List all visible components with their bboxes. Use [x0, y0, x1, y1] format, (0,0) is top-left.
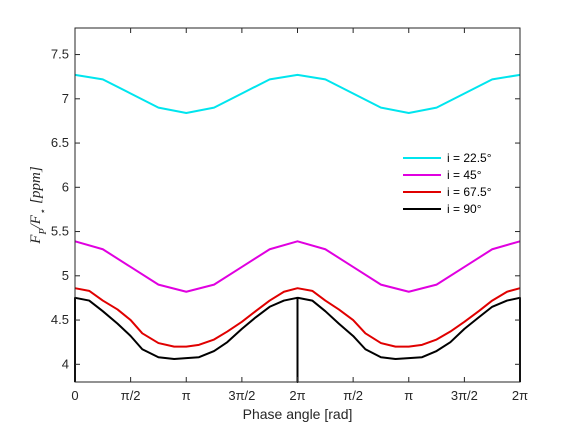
- series-line-1: [74, 240, 521, 293]
- y-tick-label: 5.5: [51, 224, 69, 239]
- x-tick-label: 2π: [289, 388, 305, 403]
- series-line-0: [74, 73, 521, 114]
- y-axis-label-slash: /F: [28, 214, 44, 229]
- y-axis-label-sub2: ⋆: [38, 209, 49, 215]
- legend-label-1: i = 45°: [447, 168, 482, 182]
- y-tick-label: 5: [62, 268, 69, 283]
- x-tick-label: 3π/2: [228, 388, 255, 403]
- legend-label-2: i = 67.5°: [447, 185, 492, 199]
- x-tick-label: π/2: [343, 388, 363, 403]
- y-tick-label: 7.5: [51, 47, 69, 62]
- ticks-layer: 0 π/2 π 3π/2 2π π/2 π 3π/2 2π 4 4.5 5 5.5 6 6.5 7 7.5: [51, 28, 528, 403]
- x-tick-label: 3π/2: [451, 388, 478, 403]
- x-tick-label: 2π: [512, 388, 528, 403]
- x-tick-label: π: [404, 388, 413, 403]
- y-tick-label: 4.5: [51, 312, 69, 327]
- y-axis-label-sub1: P: [38, 228, 49, 235]
- legend-label-3: i = 90°: [447, 202, 482, 216]
- legend: i = 22.5° i = 45° i = 67.5° i = 90°: [403, 151, 492, 216]
- y-tick-label: 6: [62, 179, 69, 194]
- x-tick-label: π/2: [121, 388, 141, 403]
- x-tick-label: π: [182, 388, 191, 403]
- y-tick-label: 7: [62, 91, 69, 106]
- legend-label-0: i = 22.5°: [447, 151, 492, 165]
- y-axis-label-unit: [ppm]: [28, 166, 44, 204]
- series-line-3: [74, 296, 521, 383]
- y-axis-label-main: F: [28, 234, 44, 245]
- series-layer: [74, 73, 521, 383]
- y-tick-label: 4: [62, 356, 69, 371]
- x-tick-label: 0: [71, 388, 78, 403]
- y-axis-label: FP/F⋆ [ppm]: [28, 166, 49, 245]
- x-axis-label: Phase angle [rad]: [243, 406, 353, 422]
- series-line-2: [74, 287, 521, 348]
- y-tick-label: 6.5: [51, 135, 69, 150]
